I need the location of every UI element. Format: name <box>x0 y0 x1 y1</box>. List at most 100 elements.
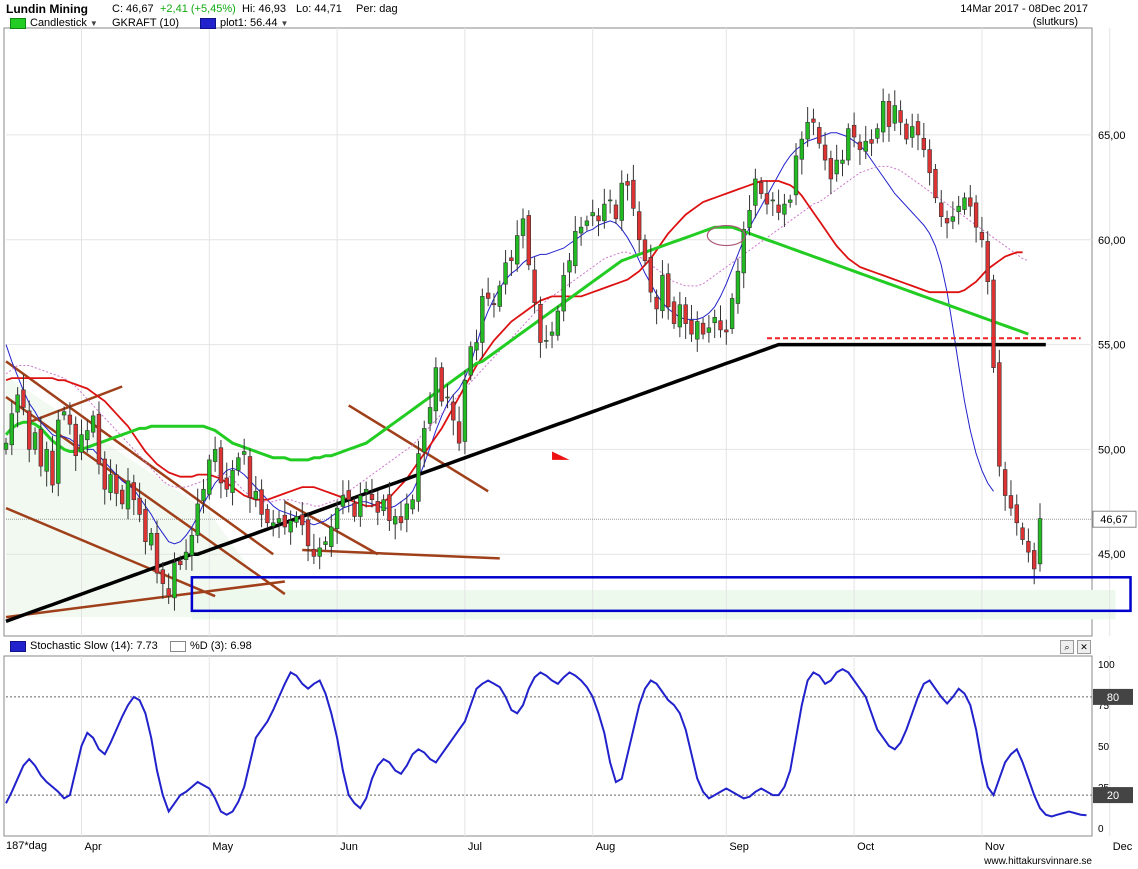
candle-body <box>811 118 816 123</box>
candle-body <box>305 519 311 547</box>
legend-candlestick[interactable]: Candlestick ▼ <box>10 16 98 30</box>
close-icon[interactable]: ✕ <box>1077 640 1091 654</box>
ma-line <box>5 342 1046 623</box>
candle-body <box>300 514 305 526</box>
candle-body <box>15 394 20 413</box>
candle-body <box>96 413 102 465</box>
candle-body <box>61 411 67 416</box>
candle-body <box>544 340 549 342</box>
candle-body <box>166 588 171 597</box>
candle-body <box>805 122 810 140</box>
zoom-icon[interactable]: ⌕ <box>1060 640 1074 654</box>
stoch-y-tick-label: 0 <box>1098 824 1104 835</box>
legend-pct-d[interactable]: %D (3): 6.98 <box>170 639 252 653</box>
trendline <box>5 360 274 556</box>
candle-body <box>102 458 107 490</box>
stochastic-lines <box>5 667 1087 818</box>
candle-body <box>689 319 694 335</box>
candle-body <box>224 477 229 490</box>
candle-body <box>369 493 375 501</box>
ma-line <box>5 165 1029 507</box>
candle-body <box>520 218 526 236</box>
candle-body <box>195 503 200 536</box>
ma-line <box>4 225 1029 462</box>
chevron-down-icon[interactable]: ▼ <box>89 18 98 28</box>
candle-body <box>677 304 683 328</box>
candle-body <box>735 270 741 304</box>
support-box-shade <box>191 589 1116 620</box>
candle-body <box>625 181 630 186</box>
chevron-down-icon[interactable]: ▼ <box>280 18 289 28</box>
candle-body <box>485 292 491 299</box>
candle-body <box>660 275 665 311</box>
plot1-swatch-icon <box>200 17 216 29</box>
stoch-level-label: 20 <box>1107 790 1119 802</box>
candle-body <box>334 507 340 529</box>
period-value: Per: dag <box>356 3 398 15</box>
legend-gkraft[interactable]: GKRAFT (10) <box>112 16 179 30</box>
high-value: Hi: 46,93 <box>242 3 287 15</box>
candle-body <box>851 124 857 138</box>
candle-body <box>648 257 653 293</box>
candle-body <box>1026 540 1031 553</box>
candle-body <box>183 551 189 560</box>
candle-body <box>160 569 166 584</box>
marker-triangle <box>552 451 570 460</box>
candle-body <box>346 490 351 501</box>
candle-body <box>363 488 369 493</box>
annotations <box>190 224 1132 613</box>
candle-body <box>114 474 119 494</box>
candle-body <box>863 140 868 152</box>
candle-body <box>212 449 218 462</box>
candle-body <box>607 199 613 202</box>
candle-body <box>613 204 619 220</box>
candle-body <box>329 526 334 547</box>
pct-d-swatch-icon <box>170 640 186 652</box>
candle-body <box>119 489 125 505</box>
stoch-level-label: 80 <box>1107 692 1119 704</box>
candle-body <box>944 218 950 224</box>
moving-averages <box>4 132 1046 623</box>
stoch-swatch-icon <box>10 640 26 652</box>
y-tick-label: 55,00 <box>1098 340 1126 352</box>
trendline <box>5 395 286 596</box>
candle-body <box>288 520 293 533</box>
candle-body <box>695 321 700 340</box>
stoch-y-tick-label: 50 <box>1098 742 1110 753</box>
x-tick-label: Aug <box>596 841 616 853</box>
candle-body <box>933 169 938 199</box>
candle-body <box>21 389 26 408</box>
candle-body <box>880 101 886 133</box>
candle-body <box>898 110 903 123</box>
legend-plot1[interactable]: plot1: 56.44 ▼ <box>200 16 288 30</box>
candle-body <box>398 516 404 524</box>
x-tick-label: Sep <box>729 841 749 853</box>
x-tick-label: Jul <box>468 841 482 853</box>
price-type: (slutkurs) <box>1032 16 1078 28</box>
last-price-label: 46,67 <box>1100 514 1128 526</box>
candle-body <box>410 499 415 510</box>
legend-stochastic-label: Stochastic Slow (14): 7.73 <box>30 640 158 652</box>
candle-body <box>474 342 479 351</box>
y-tick-label: 50,00 <box>1098 444 1126 456</box>
legend-stochastic[interactable]: Stochastic Slow (14): 7.73 <box>10 639 158 653</box>
candle-body <box>149 532 154 546</box>
candle-body <box>758 182 764 194</box>
last-price-badge <box>1092 510 1137 528</box>
candle-body <box>340 495 346 507</box>
candle-body <box>50 450 55 486</box>
candle-body <box>515 235 520 265</box>
candle-body <box>590 212 595 217</box>
candle-body <box>247 456 253 498</box>
candle-body <box>962 197 967 210</box>
candle-body <box>636 211 642 241</box>
candle-body <box>875 128 880 139</box>
candle-body <box>526 215 531 266</box>
trendline <box>5 580 285 619</box>
support-box <box>190 576 1132 613</box>
legend-pct-d-label: %D (3): 6.98 <box>190 640 252 652</box>
candle-body <box>375 501 380 513</box>
candle-body <box>125 480 131 510</box>
candle-body <box>706 327 712 333</box>
